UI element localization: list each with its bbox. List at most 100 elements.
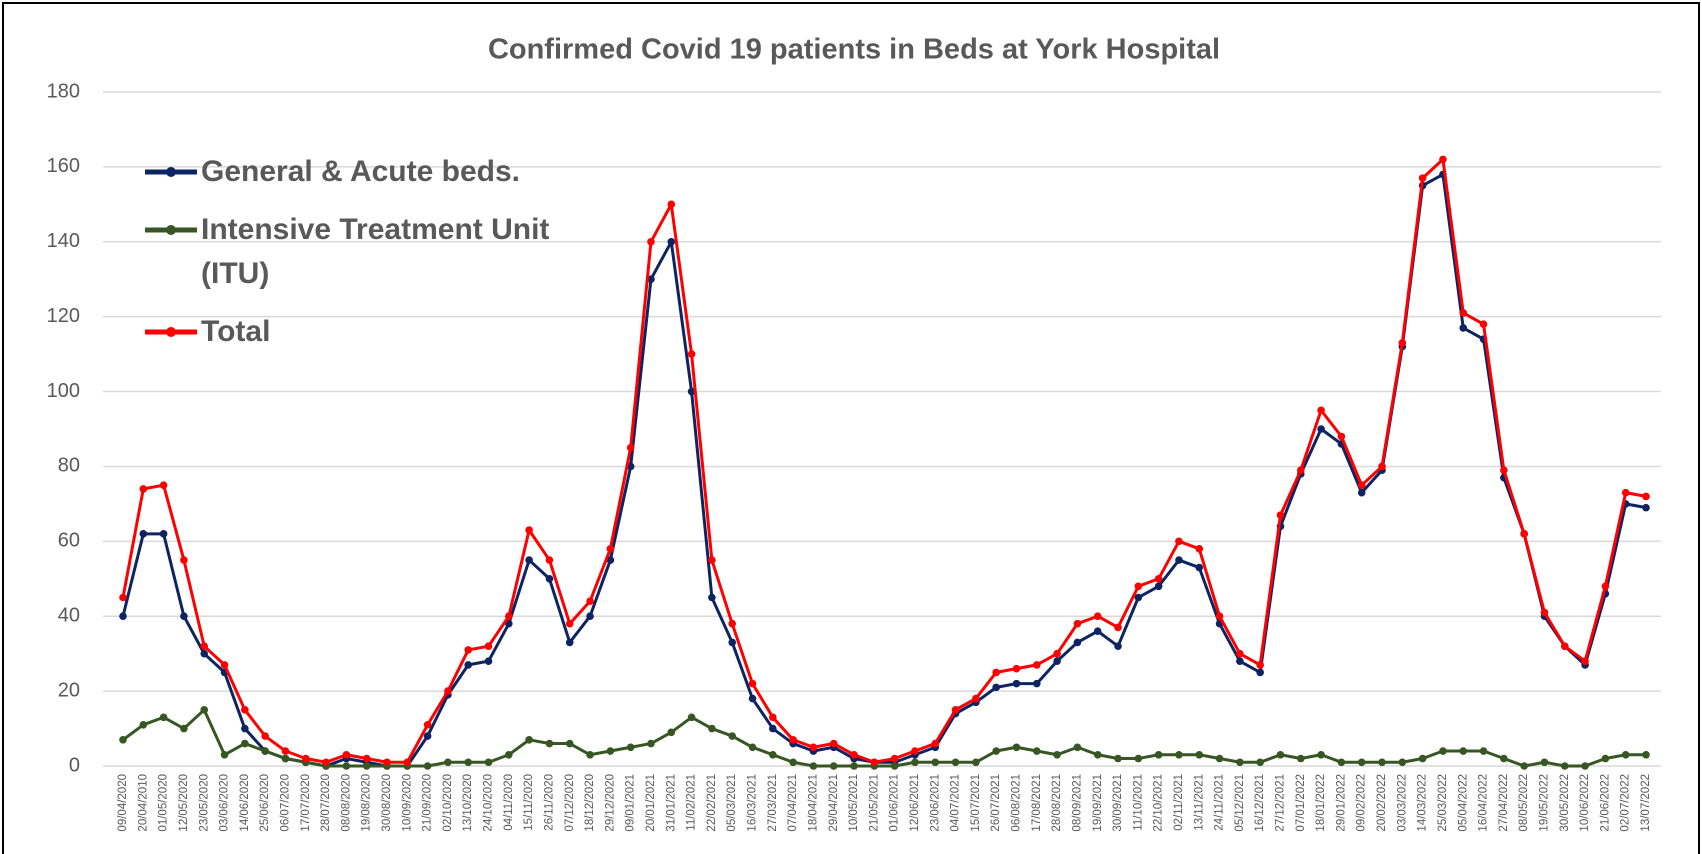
x-tick-label: 19/09/2021 xyxy=(1092,774,1104,832)
data-point xyxy=(829,739,838,748)
data-point xyxy=(200,649,209,658)
x-tick-label: 27/12/2021 xyxy=(1275,774,1287,832)
data-point xyxy=(1500,466,1508,474)
x-tick-label: 24/10/2020 xyxy=(483,774,495,832)
data-point xyxy=(829,762,838,770)
data-point xyxy=(972,758,980,767)
x-tick-label: 02/10/2020 xyxy=(442,774,454,832)
legend-swatch-icon xyxy=(145,225,197,235)
data-point xyxy=(565,739,574,748)
data-point xyxy=(647,275,655,284)
data-point xyxy=(951,706,960,714)
data-point xyxy=(890,754,899,763)
x-tick-label: 21/09/2020 xyxy=(422,774,434,832)
data-point xyxy=(1520,530,1528,538)
data-point xyxy=(1337,432,1346,441)
x-tick-label: 08/09/2021 xyxy=(1071,774,1083,832)
y-tick-label: 20 xyxy=(58,679,80,701)
data-point xyxy=(769,713,777,722)
y-tick-label: 60 xyxy=(58,530,80,552)
x-tick-label: 25/03/2022 xyxy=(1437,774,1449,832)
legend-label: General & Acute beds. xyxy=(201,155,520,188)
data-point xyxy=(850,750,858,759)
data-point xyxy=(1114,754,1122,763)
data-point xyxy=(1378,462,1386,471)
series-line xyxy=(122,708,1646,768)
data-point xyxy=(1357,488,1366,497)
data-point xyxy=(180,556,188,564)
x-tick-label: 07/04/2021 xyxy=(787,774,799,832)
x-tick-label: 23/05/2020 xyxy=(198,774,210,832)
data-point xyxy=(1520,762,1528,770)
data-point xyxy=(890,762,899,770)
data-point xyxy=(1012,743,1021,752)
data-point xyxy=(139,530,148,538)
legend-marker xyxy=(166,225,176,235)
x-tick-label: 04/07/2021 xyxy=(950,774,962,832)
data-point xyxy=(708,724,716,733)
x-tick-label: 04/11/2020 xyxy=(503,774,515,831)
data-point xyxy=(403,758,412,767)
data-point xyxy=(119,735,127,744)
x-tick-label: 22/10/2021 xyxy=(1153,774,1165,832)
data-point xyxy=(586,612,594,621)
data-point xyxy=(911,758,919,767)
data-point xyxy=(1317,425,1325,433)
x-tick-label: 23/06/2021 xyxy=(929,774,941,832)
data-point xyxy=(1500,754,1508,763)
data-point xyxy=(931,739,940,748)
legend-marker xyxy=(166,167,176,177)
data-point xyxy=(992,747,1000,755)
data-point xyxy=(200,642,209,650)
x-tick-label: 31/01/2021 xyxy=(665,774,677,832)
data-point xyxy=(565,638,574,647)
data-point xyxy=(606,556,615,564)
data-point xyxy=(1540,758,1549,767)
y-tick-label: 180 xyxy=(47,80,80,102)
data-point xyxy=(1540,608,1549,617)
data-point xyxy=(180,724,188,733)
data-point xyxy=(748,694,757,703)
data-point xyxy=(769,724,777,733)
data-point xyxy=(850,762,858,770)
x-tick-label: 05/04/2022 xyxy=(1457,774,1469,832)
y-tick-label: 80 xyxy=(58,455,80,477)
x-tick-label: 29/04/2021 xyxy=(828,774,840,832)
data-point xyxy=(1378,758,1386,767)
data-point xyxy=(525,556,533,564)
data-point xyxy=(444,758,452,767)
data-point xyxy=(484,642,493,650)
data-point xyxy=(281,754,290,763)
x-tick-label: 05/12/2021 xyxy=(1234,774,1246,832)
data-point xyxy=(220,750,229,759)
data-point xyxy=(545,556,554,564)
data-point xyxy=(1479,747,1488,755)
x-tick-label: 22/02/2021 xyxy=(706,774,718,832)
x-tick-label: 06/07/2020 xyxy=(279,774,291,832)
data-point xyxy=(728,638,736,647)
data-point xyxy=(525,735,533,744)
data-point xyxy=(241,706,249,714)
data-point xyxy=(241,724,249,733)
data-point xyxy=(1236,758,1244,767)
data-point xyxy=(1134,582,1143,591)
data-point xyxy=(1154,574,1163,583)
data-point xyxy=(1215,754,1224,763)
data-point xyxy=(464,661,473,669)
data-point xyxy=(159,481,168,489)
data-point xyxy=(687,387,696,396)
data-point xyxy=(687,713,696,722)
data-point xyxy=(1601,754,1610,763)
x-tick-label: 14/06/2020 xyxy=(239,774,251,832)
data-point xyxy=(626,743,635,752)
data-point xyxy=(1033,747,1041,755)
data-point xyxy=(647,739,655,748)
x-tick-label: 01/05/2020 xyxy=(158,774,170,832)
x-tick-label: 14/03/2022 xyxy=(1417,774,1429,832)
data-point xyxy=(606,545,615,553)
data-point xyxy=(1053,750,1061,759)
data-point xyxy=(1033,661,1041,669)
data-point xyxy=(342,750,351,759)
x-tick-label: 03/03/2022 xyxy=(1396,774,1408,832)
data-point xyxy=(1459,309,1468,317)
